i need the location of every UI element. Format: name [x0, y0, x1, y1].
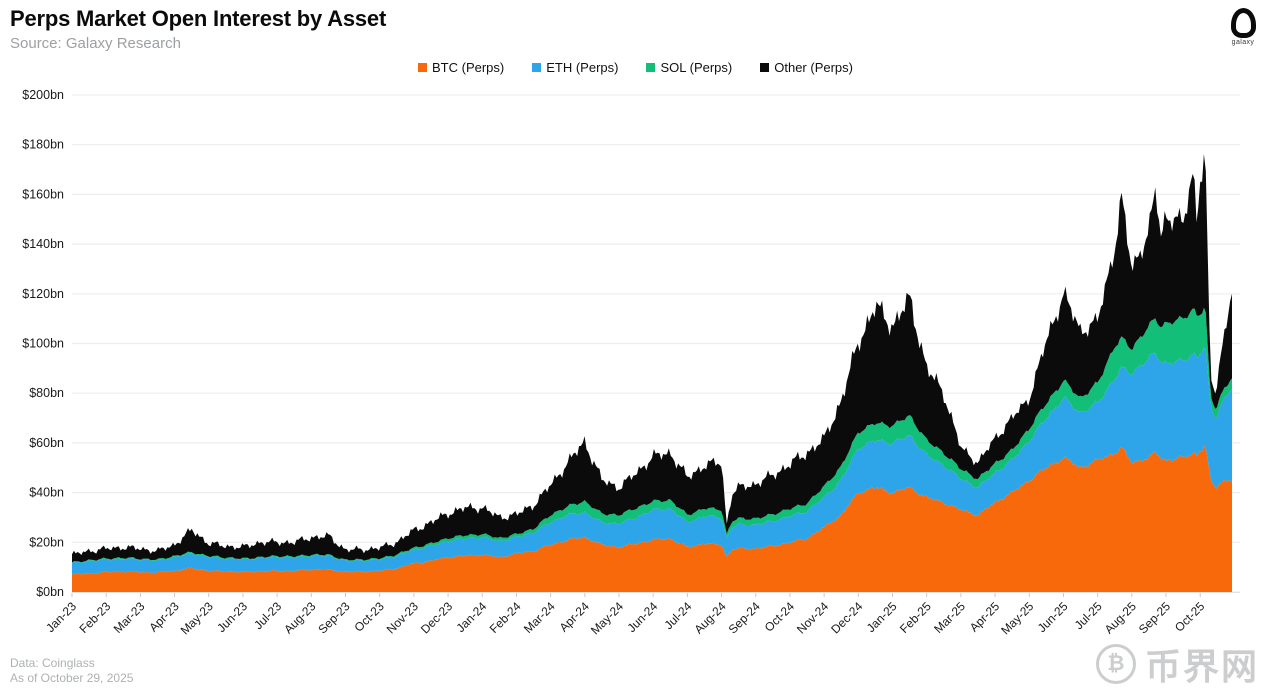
x-tick-label: Oct-24: [762, 599, 798, 635]
x-tick-label: Oct-25: [1172, 599, 1208, 635]
x-tick-label: Jan-25: [864, 599, 900, 635]
x-tick-label: May-25: [998, 599, 1036, 637]
legend-swatch-eth-perps: [532, 63, 542, 72]
chart-legend: BTC (Perps) ETH (Perps) SOL (Perps) Other (…: [0, 60, 1271, 75]
y-tick-label: $100bn: [22, 337, 64, 351]
legend-label-sol-perps: SOL (Perps): [660, 60, 733, 75]
x-tick-label: Jul-23: [251, 599, 284, 632]
footer-as-of-date: As of October 29, 2025: [10, 671, 134, 685]
y-tick-label: $180bn: [22, 138, 64, 152]
x-tick-label: Oct-23: [351, 599, 387, 635]
watermark-text: 币界网: [1144, 647, 1259, 688]
galaxy-logo-text: galaxy: [1231, 39, 1255, 46]
y-tick-label: $40bn: [29, 486, 64, 500]
y-tick-label: $120bn: [22, 287, 64, 301]
x-tick-label: Feb-24: [487, 599, 524, 636]
x-tick-label: Feb-25: [897, 599, 934, 636]
area-btc-perps: [72, 445, 1232, 592]
x-tick-label: Dec-23: [418, 599, 455, 636]
area-other-perps: [72, 153, 1232, 563]
x-tick-label: Mar-25: [931, 599, 968, 636]
x-tick-label: Nov-23: [384, 599, 421, 636]
x-tick-label: Dec-24: [828, 599, 865, 636]
y-tick-label: $160bn: [22, 187, 64, 201]
x-tick-label: Sep-24: [726, 599, 763, 636]
x-tick-label: Jun-25: [1035, 599, 1071, 635]
y-tick-label: $140bn: [22, 237, 64, 251]
legend-item-other-perps: Other (Perps): [760, 60, 853, 75]
x-tick-label: Mar-23: [111, 599, 148, 636]
x-tick-label: May-23: [178, 599, 216, 637]
legend-item-btc-perps: BTC (Perps): [418, 60, 504, 75]
x-tick-label: Apr-25: [967, 599, 1003, 635]
x-tick-label: Sep-23: [315, 599, 352, 636]
bitcoin-coin-icon: ₿: [1095, 644, 1136, 684]
y-tick-label: $0bn: [36, 585, 64, 599]
x-tick-label: Aug-23: [281, 599, 318, 636]
x-tick-label: Nov-24: [794, 599, 831, 636]
x-tick-label: Aug-25: [1102, 599, 1139, 636]
galaxy-logo-icon: [1230, 8, 1256, 38]
legend-swatch-btc-perps: [418, 63, 427, 72]
x-tick-label: May-24: [588, 599, 626, 637]
legend-swatch-other-perps: [760, 63, 770, 72]
footer-data-source: Data: Coinglass: [10, 656, 95, 670]
legend-label-btc-perps: BTC (Perps): [432, 60, 505, 75]
y-tick-label: $20bn: [29, 535, 64, 549]
watermark: ₿ 币界网: [1095, 638, 1259, 690]
page-subtitle: Source: Galaxy Research: [10, 35, 181, 52]
x-tick-label: Mar-24: [521, 599, 558, 636]
x-tick-label: Feb-23: [77, 599, 114, 636]
legend-label-other-perps: Other (Perps): [774, 60, 853, 75]
legend-label-eth-perps: ETH (Perps): [546, 60, 619, 75]
x-tick-label: Apr-24: [557, 599, 593, 635]
page-title: Perps Market Open Interest by Asset: [10, 6, 387, 31]
y-tick-label: $200bn: [22, 88, 64, 102]
area-eth-perps: [72, 347, 1232, 575]
x-tick-label: Jul-24: [661, 599, 694, 632]
x-tick-label: Jan-23: [43, 599, 79, 635]
legend-item-eth-perps: ETH (Perps): [532, 60, 618, 75]
x-tick-label: Apr-23: [146, 599, 182, 635]
y-tick-label: $80bn: [29, 386, 64, 400]
x-tick-label: Jan-24: [454, 599, 490, 635]
x-tick-label: Sep-25: [1136, 599, 1173, 636]
legend-item-sol-perps: SOL (Perps): [646, 60, 732, 75]
galaxy-logo: galaxy: [1221, 8, 1265, 46]
y-tick-label: $60bn: [29, 436, 64, 450]
x-tick-label: Aug-24: [691, 599, 728, 636]
x-tick-label: Jun-24: [624, 599, 660, 635]
x-tick-label: Jun-23: [214, 599, 250, 635]
legend-swatch-sol-perps: [646, 63, 656, 72]
x-tick-label: Jul-25: [1072, 599, 1105, 632]
